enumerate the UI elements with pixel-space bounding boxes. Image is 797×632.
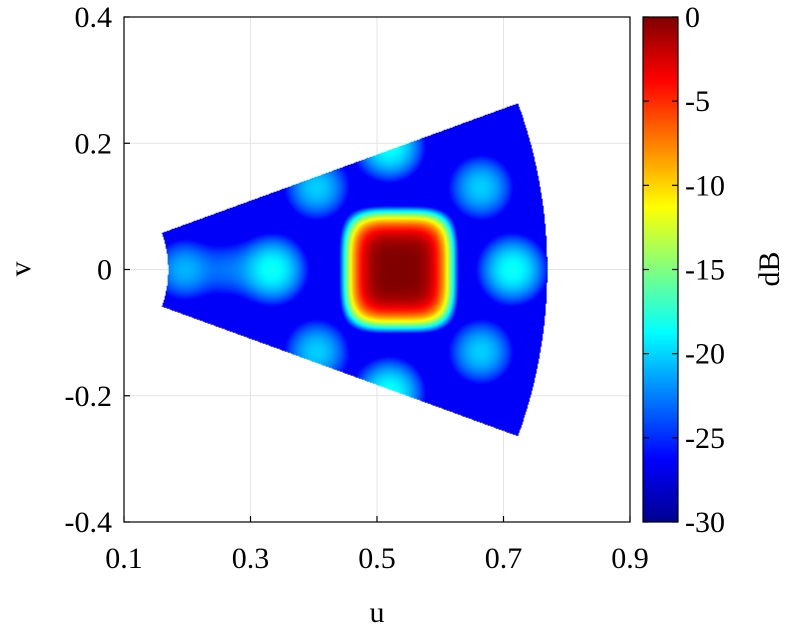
colorbar-tick-label: -30: [685, 506, 725, 539]
x-axis-label: u: [370, 596, 385, 629]
y-tick-label: -0.4: [65, 506, 113, 539]
y-tick-label: -0.2: [65, 380, 113, 413]
x-tick-label: 0.9: [611, 542, 649, 575]
x-tick-label: 0.1: [105, 542, 143, 575]
x-tick-label: 0.5: [358, 542, 396, 575]
colorbar-ticks: 0 -5 -10 -15 -20 -25 -30: [643, 1, 725, 539]
colorbar-tick-label: -15: [685, 254, 725, 287]
y-tick-label: 0.2: [75, 127, 113, 160]
colorbar-tick-label: -25: [685, 422, 725, 455]
colorbar-tick-label: -5: [685, 85, 710, 118]
x-axis-ticks: 0.1 0.3 0.5 0.7 0.9: [105, 516, 649, 575]
colorbar-label: dB: [753, 251, 786, 286]
x-tick-label: 0.3: [232, 542, 270, 575]
y-axis-ticks: 0.4 0.2 0 -0.2 -0.4: [65, 1, 130, 539]
y-axis-label: v: [4, 262, 37, 277]
colorbar-tick-label: -20: [685, 338, 725, 371]
colorbar-tick-label: 0: [685, 1, 700, 34]
heatmap-region: [155, 92, 554, 447]
y-tick-label: 0: [97, 254, 112, 287]
y-tick-label: 0.4: [75, 1, 113, 34]
x-tick-label: 0.7: [485, 542, 523, 575]
heatmap-image: [155, 92, 554, 447]
colorbar-tick-label: -10: [685, 169, 725, 202]
